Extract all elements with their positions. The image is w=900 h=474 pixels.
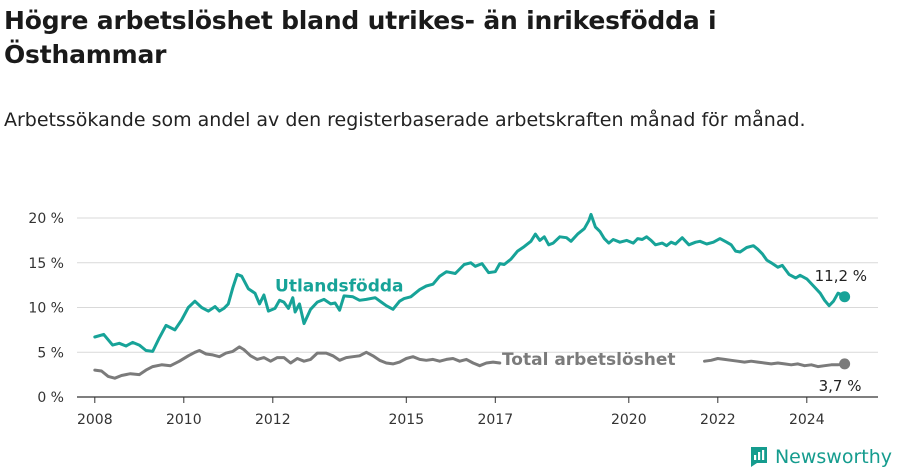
x-tick-label: 2008: [77, 412, 113, 428]
newsworthy-logo-icon: [750, 447, 767, 467]
series-end-dot: [839, 358, 851, 370]
x-tick-label: 2024: [789, 412, 825, 428]
series-line-total: [93, 345, 847, 380]
series-line-utlandsfodda: [93, 212, 847, 353]
series-end-dot: [839, 291, 851, 303]
y-tick-label: 0 %: [37, 390, 64, 406]
y-tick-label: 10 %: [28, 301, 64, 317]
x-tick-label: 2017: [477, 412, 513, 428]
series-label-utlandsfodda: Utlandsfödda: [275, 276, 404, 296]
y-tick-label: 5 %: [37, 345, 64, 361]
series-label-total: Total arbetslöshet: [502, 350, 676, 370]
y-tick-label: 20 %: [28, 211, 64, 227]
brand-name: Newsworthy: [774, 446, 892, 468]
x-tick-label: 2015: [388, 412, 424, 428]
chart-title: Högre arbetslöshet bland utrikes- än inr…: [4, 6, 717, 69]
x-tick-label: 2022: [700, 412, 736, 428]
y-tick-label: 15 %: [28, 256, 64, 272]
x-tick-label: 2010: [166, 412, 202, 428]
x-tick-label: 2012: [255, 412, 291, 428]
end-value-label: 3,7 %: [819, 377, 862, 395]
x-tick-label: 2020: [611, 412, 647, 428]
brand-logo[interactable]: Newsworthy: [749, 446, 892, 468]
chart-subtitle: Arbetssökande som andel av den registerb…: [4, 109, 806, 131]
end-value-label: 11,2 %: [815, 267, 867, 285]
